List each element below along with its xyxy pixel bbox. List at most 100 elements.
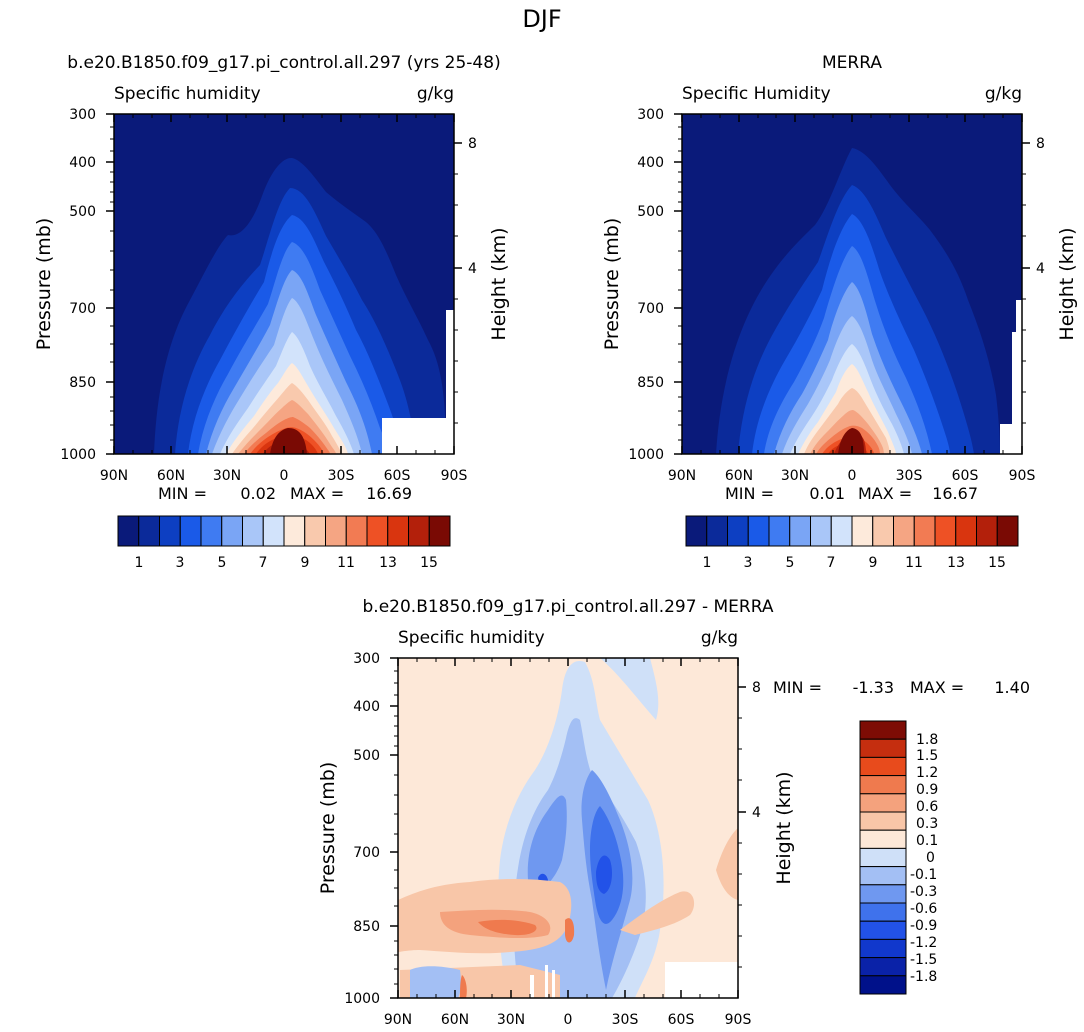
colorbar-tick: -0.9: [910, 918, 937, 934]
colorbar-tick: 5: [786, 555, 795, 571]
y-axis-label: Pressure (mb): [33, 218, 55, 351]
colorbar-tick: -0.1: [910, 867, 937, 883]
y2-tick-label: 4: [1036, 261, 1045, 277]
colorbar-swatch: [789, 515, 811, 547]
colorbar-swatch: [810, 515, 832, 547]
x-axis: 90N 60N 30N 0 30S 60S 90S: [384, 658, 752, 1028]
colorbar-tick: 15: [420, 555, 438, 571]
y2-tick-label: 4: [468, 261, 477, 277]
colorbar-swatch: [859, 811, 907, 831]
colorbar-tick: 13: [379, 555, 397, 571]
colorbar-swatch: [304, 515, 326, 547]
panel-model: b.e20.B1850.f09_g17.pi_control.all.297 (…: [33, 53, 510, 571]
colorbar-swatch: [859, 756, 907, 777]
colorbar-tick: 11: [905, 555, 923, 571]
colorbar-ticks: 1.8 1.5 1.2 0.9 0.6 0.3 0.1 0 -0.1 -0.3 …: [910, 732, 938, 985]
colorbar-tick: 1.2: [916, 765, 938, 781]
colorbar-swatch: [159, 515, 181, 547]
colorbar-swatch: [859, 793, 907, 813]
colorbar-swatch: [893, 515, 915, 547]
colorbar-swatches: [859, 720, 907, 995]
colorbar: 1 3 5 7 9 11 13 15: [685, 515, 1019, 571]
x-tick-label: 30N: [213, 468, 241, 484]
colorbar-swatch: [859, 975, 907, 995]
x-tick-label: 90N: [100, 468, 128, 484]
x-axis: 90N 60N 30N 0 30S 60S 90S: [100, 114, 467, 484]
colorbar-tick: 0.9: [916, 782, 938, 798]
min-label: MIN =: [773, 678, 822, 697]
x-tick-label: 90S: [1009, 468, 1036, 484]
x-tick-label: 60S: [952, 468, 979, 484]
colorbar-tick: 13: [947, 555, 965, 571]
colorbar-tick: 9: [869, 555, 878, 571]
colorbar-swatch: [428, 515, 451, 547]
panel-title: b.e20.B1850.f09_g17.pi_control.all.297 -…: [363, 597, 774, 617]
colorbar-swatch: [851, 515, 874, 547]
x-tick-label: 30N: [781, 468, 809, 484]
x-axis: 90N 60N 30N 0 30S 60S 90S: [668, 114, 1036, 484]
colorbar-swatch: [859, 866, 907, 886]
colorbar-swatch: [242, 515, 264, 547]
y-tick-label: 400: [69, 155, 96, 171]
colorbar-swatch: [325, 515, 347, 547]
stats-line: MIN = -1.33 MAX = 1.40: [773, 678, 1030, 697]
x-tick-label: 0: [564, 1012, 573, 1028]
colorbar: 1 3 5 7 9 11 13 15: [117, 515, 451, 571]
y-axis: 300 400 500 700 850 1000 Pressure (mb): [317, 651, 398, 1007]
colorbar-swatch: [138, 515, 160, 547]
min-value: 0.02: [240, 484, 276, 503]
colorbar-tick: 1: [135, 555, 144, 571]
colorbar-tick: 7: [827, 555, 836, 571]
colorbar-swatch: [859, 920, 907, 940]
max-value: 1.40: [994, 678, 1030, 697]
stats-line: MIN = 0.02 MAX = 16.69: [158, 484, 412, 503]
variable-label: Specific Humidity: [682, 84, 831, 104]
y-tick-label: 1000: [60, 447, 96, 463]
colorbar-swatch: [996, 515, 1019, 547]
min-label: MIN =: [725, 484, 774, 503]
colorbar-swatch: [685, 515, 708, 547]
colorbar-tick: 5: [218, 555, 227, 571]
colorbar-tick: 0.3: [916, 816, 938, 832]
y2-axis: 8 4 Height (km): [1022, 136, 1078, 424]
colorbar-tick: 9: [301, 555, 310, 571]
y2-axis-label: Height (km): [773, 771, 795, 884]
colorbar-swatch: [727, 515, 749, 547]
max-label: MAX =: [858, 484, 912, 503]
colorbar-swatch: [262, 515, 285, 547]
units-label: g/kg: [985, 84, 1022, 104]
units-label: g/kg: [701, 628, 738, 648]
colorbar-swatch: [859, 847, 907, 868]
x-tick-label: 60S: [668, 1012, 695, 1028]
y-tick-label: 300: [353, 651, 380, 667]
y-axis-label: Pressure (mb): [601, 218, 623, 351]
colorbar-swatch: [387, 515, 409, 547]
y-tick-label: 1000: [344, 991, 380, 1007]
min-value: 0.01: [809, 484, 845, 503]
colorbar-swatch: [859, 775, 907, 795]
x-tick-label: 90N: [668, 468, 696, 484]
colorbar-tick: 0: [926, 850, 935, 866]
y-tick-label: 850: [69, 375, 96, 391]
y-tick-label: 500: [353, 748, 380, 764]
x-tick-label: 90N: [384, 1012, 412, 1028]
x-tick-label: 90S: [725, 1012, 752, 1028]
y-tick-label: 850: [353, 919, 380, 935]
colorbar-swatch: [872, 515, 894, 547]
colorbar-swatch: [859, 884, 907, 904]
y-tick-label: 850: [637, 375, 664, 391]
colorbar-swatches: [117, 515, 451, 547]
panel-merra: MERRA Specific Humidity g/kg 3: [601, 53, 1078, 571]
y2-axis: 8 4 Height (km): [738, 680, 795, 968]
colorbar-swatch: [117, 515, 140, 547]
y2-axis-label: Height (km): [1056, 227, 1078, 340]
x-tick-label: 30S: [612, 1012, 639, 1028]
x-tick-label: 30N: [497, 1012, 525, 1028]
colorbar-tick: 3: [744, 555, 753, 571]
y-tick-label: 1000: [628, 447, 664, 463]
colorbar-tick: 1: [703, 555, 712, 571]
y-axis: 300 400 500 700 850 1000 Pressure (mb): [601, 107, 682, 463]
colorbar: 1.8 1.5 1.2 0.9 0.6 0.3 0.1 0 -0.1 -0.3 …: [859, 720, 938, 995]
y-tick-label: 700: [69, 301, 96, 317]
colorbar-ticks: 1 3 5 7 9 11 13 15: [703, 555, 1006, 571]
